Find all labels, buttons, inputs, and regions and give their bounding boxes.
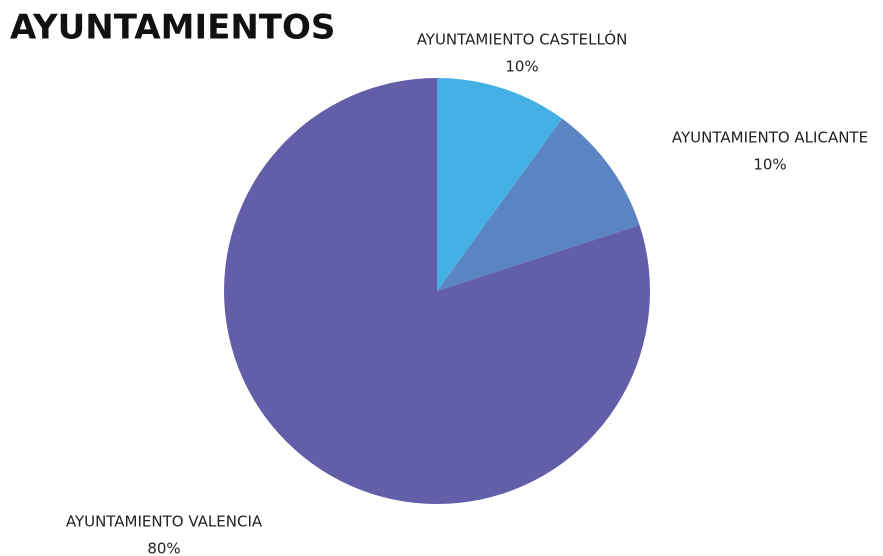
pie-slice [437,118,640,291]
slice-value-label: 80% [147,540,180,556]
pie-slice [437,78,563,291]
slice-value-label: 10% [753,156,786,174]
slice-label: AYUNTAMIENTO CASTELLÓN [417,30,628,49]
chart-title: AYUNTAMIENTOS [10,8,335,48]
pie-slice [223,78,650,504]
slice-value-label: 10% [505,58,538,76]
slice-label: AYUNTAMIENTO ALICANTE [672,129,868,147]
slice-label: AYUNTAMIENTO VALENCIA [66,513,263,531]
